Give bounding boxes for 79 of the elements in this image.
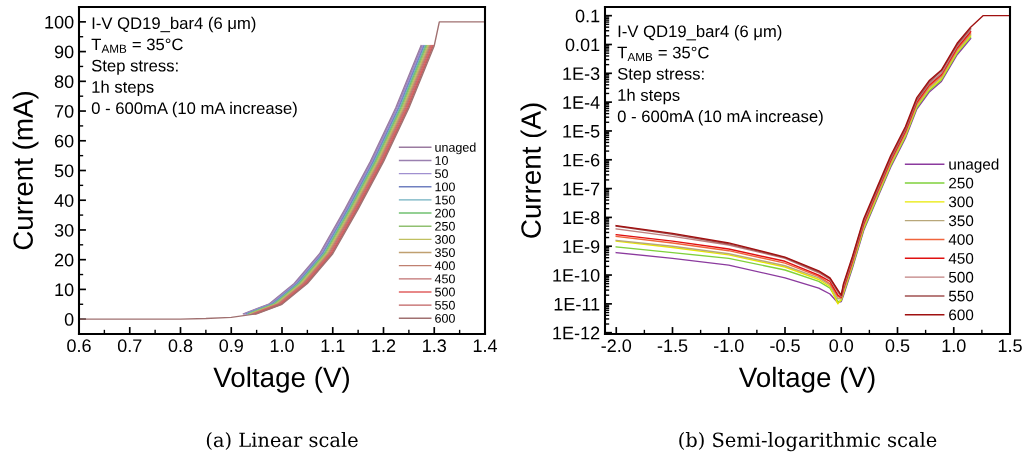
legend-label: 450 bbox=[434, 274, 455, 284]
x-tick-label: 0.8 bbox=[168, 339, 193, 353]
legend-label: 50 bbox=[435, 169, 448, 179]
annotation: I-V QD19_bar4 (6 μm) bbox=[92, 16, 256, 33]
y-tick-label: 0 bbox=[64, 313, 74, 326]
y-tick-label: 0.1 bbox=[575, 9, 600, 23]
x-tick-label: 1.2 bbox=[372, 339, 396, 352]
y-tick-label: 1E-9 bbox=[563, 240, 600, 253]
y-tick-label: 1E-4 bbox=[563, 96, 600, 109]
y-tick-label: 20 bbox=[54, 253, 74, 267]
x-tick-label: 1.4 bbox=[473, 339, 498, 352]
x-tick-label: 1.0 bbox=[942, 339, 966, 353]
x-tick-label: 0.6 bbox=[67, 339, 91, 353]
legend-label: 250 bbox=[435, 221, 455, 231]
y-tick-label: 50 bbox=[54, 164, 74, 178]
annotation: Step stress: bbox=[91, 59, 178, 75]
text: (a) Linear scale bbox=[206, 432, 358, 450]
x-tick-label: 0.5 bbox=[885, 339, 910, 353]
legend-label: 150 bbox=[435, 195, 455, 205]
text: (b) Semi-logarithmic scale bbox=[679, 432, 937, 452]
y-tick-label: 40 bbox=[54, 194, 74, 207]
legend-label: 10 bbox=[435, 156, 448, 165]
y-tick-label: 60 bbox=[54, 134, 74, 148]
x-tick-label: 0.7 bbox=[117, 339, 142, 353]
x-tick-label: 1.3 bbox=[423, 339, 447, 353]
legend-label: 550 bbox=[435, 300, 455, 310]
x-tick-label: 1.1 bbox=[321, 339, 345, 352]
x-tick-label: 0.9 bbox=[219, 339, 243, 353]
y-tick-label: 1E-10 bbox=[553, 268, 600, 282]
y-tick-label: 30 bbox=[54, 223, 74, 237]
legend-label: 300 bbox=[435, 235, 455, 244]
y-tick-label: 10 bbox=[55, 283, 74, 297]
legend-label: 600 bbox=[949, 309, 974, 321]
y-tick-label: 100 bbox=[45, 15, 74, 29]
legend-label: 250 bbox=[949, 177, 974, 189]
y-axis-title: Current (mA) bbox=[12, 91, 39, 250]
annotation: T$_{AMB}$ = 35°C bbox=[617, 46, 709, 61]
annotation: T$_{AMB}$ = 35°C bbox=[91, 38, 183, 53]
x-tick-label: -2.0 bbox=[601, 339, 632, 353]
legend-label: 550 bbox=[948, 290, 974, 302]
annotation: 0 - 600mA (10 mA increase) bbox=[91, 101, 297, 118]
annotation: 0 - 600mA (10 mA increase) bbox=[617, 110, 823, 126]
x-tick-label: 1.0 bbox=[270, 339, 294, 353]
y-tick-label: 1E-11 bbox=[554, 297, 600, 311]
legend-label: 100 bbox=[435, 182, 455, 192]
y-tick-label: 1E-7 bbox=[563, 182, 600, 196]
legend-label: unaged bbox=[435, 142, 476, 155]
y-tick-label: 70 bbox=[54, 104, 74, 118]
x-axis-title: Voltage (V) bbox=[738, 366, 875, 393]
x-tick-label: -1.5 bbox=[657, 339, 688, 353]
legend-label: 500 bbox=[435, 287, 455, 297]
annotation: 1h steps bbox=[92, 80, 154, 97]
y-tick-label: 1E-8 bbox=[563, 211, 600, 225]
legend-label: 450 bbox=[948, 252, 974, 264]
annotation: 1h steps bbox=[618, 88, 680, 105]
y-axis-title: Current (A) bbox=[520, 103, 547, 238]
legend-label: 350 bbox=[435, 248, 455, 258]
annotation: I-V QD19_bar4 (6 μm) bbox=[618, 24, 782, 41]
y-tick-label: 1E-5 bbox=[563, 125, 600, 138]
legend-label: unaged bbox=[949, 158, 999, 173]
y-tick-label: 80 bbox=[54, 75, 74, 89]
legend-label: 500 bbox=[948, 271, 974, 283]
legend-label: 400 bbox=[434, 261, 455, 271]
legend-label: 300 bbox=[948, 196, 974, 208]
x-tick-label: 1.5 bbox=[998, 339, 1022, 353]
x-tick-label: 0.0 bbox=[829, 339, 854, 353]
x-tick-label: -1.0 bbox=[714, 339, 744, 353]
x-tick-label: -0.5 bbox=[770, 339, 800, 353]
legend-label: 400 bbox=[948, 234, 974, 245]
y-tick-label: 1E-6 bbox=[563, 153, 600, 167]
y-tick-label: 0.01 bbox=[565, 38, 600, 52]
y-tick-label: 90 bbox=[54, 45, 74, 59]
legend-label: 200 bbox=[435, 208, 455, 218]
legend-label: 350 bbox=[948, 215, 974, 227]
y-tick-label: 1E-3 bbox=[563, 67, 600, 81]
y-tick-label: 1E-12 bbox=[553, 326, 600, 340]
x-axis-title: Voltage (V) bbox=[213, 366, 349, 393]
legend-label: 600 bbox=[435, 313, 455, 323]
annotation: Step stress: bbox=[617, 67, 704, 84]
